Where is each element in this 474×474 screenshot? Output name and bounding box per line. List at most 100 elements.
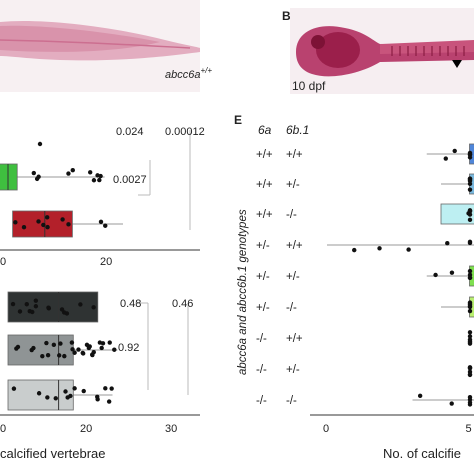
- data-point: [449, 401, 454, 406]
- tick-label: 20: [100, 256, 112, 268]
- panel-a-photo: abcc6a+/+: [0, 0, 212, 92]
- data-point: [31, 345, 36, 351]
- panel-b-letter: B: [282, 9, 291, 23]
- data-point: [467, 155, 473, 160]
- data-point: [15, 344, 21, 350]
- data-point: [467, 187, 473, 192]
- data-point: [87, 170, 93, 175]
- data-point: [467, 308, 473, 314]
- data-point: [106, 399, 112, 404]
- data-point: [80, 350, 85, 356]
- genotype-6a-label: +/-: [256, 302, 270, 314]
- data-point: [98, 219, 104, 225]
- genotype-6b1-label: -/-: [286, 209, 297, 221]
- data-point: [449, 270, 455, 275]
- data-point: [72, 386, 77, 391]
- data-point: [467, 150, 473, 156]
- panel-b-age-label: 10 dpf: [292, 79, 326, 93]
- data-point: [70, 168, 75, 173]
- box-0: [0, 163, 18, 191]
- left-top-plot: 0.024 0.00012 0.0027 0 20: [0, 126, 205, 268]
- data-point: [45, 215, 50, 220]
- genotype-6a-label: -/-: [256, 333, 267, 345]
- data-point: [37, 141, 43, 147]
- data-point: [17, 309, 23, 314]
- data-point: [30, 309, 35, 315]
- data-point: [45, 224, 50, 230]
- genotype-6b1-label: -/-: [286, 395, 297, 407]
- genotype-6b1-label: -/-: [286, 302, 297, 314]
- genotype-6b1-label: +/-: [286, 364, 300, 376]
- data-point: [91, 305, 96, 310]
- y-axis-label: abcc6a and abcc6b.1 genotypes: [237, 209, 249, 375]
- box-2: [7, 379, 74, 411]
- data-point: [467, 366, 473, 371]
- tick-label: 20: [80, 423, 92, 435]
- data-point: [33, 304, 39, 309]
- data-point: [41, 222, 46, 228]
- data-point: [467, 275, 473, 280]
- genotype-6a-label: -/-: [256, 364, 267, 376]
- data-point: [443, 156, 448, 161]
- x-axis-label: No. of calcifie: [383, 446, 461, 461]
- data-point: [51, 342, 57, 348]
- data-point: [467, 208, 473, 213]
- data-point: [36, 391, 42, 396]
- left-bottom-plot: 0.48 0.46 0.92 0 20 30 calcified vertebr…: [0, 291, 200, 461]
- data-point: [103, 386, 108, 391]
- data-point: [467, 239, 473, 245]
- data-point: [46, 305, 51, 310]
- data-point: [433, 272, 438, 278]
- data-point: [68, 393, 73, 399]
- box-0: [7, 291, 99, 323]
- data-point: [98, 173, 103, 179]
- data-point: [352, 247, 357, 253]
- panel-e: E 6a 6b.1 abcc6a and abcc6b.1 genotypes …: [234, 113, 474, 461]
- data-point: [97, 177, 102, 183]
- data-point: [467, 217, 473, 223]
- tick-label: 0: [0, 256, 6, 268]
- genotype-6a-label: +/-: [256, 240, 270, 252]
- data-point: [467, 268, 473, 274]
- data-point: [467, 400, 473, 405]
- data-point: [24, 302, 29, 307]
- data-point: [467, 212, 473, 217]
- data-point: [53, 396, 58, 401]
- data-point: [467, 181, 473, 187]
- data-point: [13, 220, 18, 225]
- data-point: [99, 345, 104, 351]
- data-point: [34, 176, 40, 182]
- data-point: [377, 246, 382, 251]
- genotype-6a-label: +/-: [256, 271, 270, 283]
- data-point: [45, 395, 50, 400]
- data-point: [417, 393, 423, 399]
- col-header-6a: 6a: [258, 123, 272, 137]
- data-point: [467, 337, 473, 342]
- data-point: [62, 353, 67, 359]
- tick-label: 30: [165, 423, 177, 435]
- data-point: [66, 222, 71, 227]
- data-point: [107, 340, 112, 345]
- data-point: [11, 386, 17, 391]
- genotype-6a-label: +/+: [256, 179, 273, 191]
- col-header-6b1: 6b.1: [286, 123, 309, 137]
- arrowhead-icon: [452, 60, 462, 68]
- pvalue-label: 0.92: [118, 342, 139, 354]
- data-point: [467, 176, 473, 181]
- pvalue-label: 0.0027: [113, 174, 147, 186]
- pvalue-label: 0.00012: [165, 126, 205, 138]
- data-point: [467, 394, 473, 400]
- data-point: [78, 302, 83, 307]
- data-point: [21, 225, 27, 230]
- data-point: [103, 223, 108, 228]
- pvalue-label: 0.46: [172, 298, 193, 310]
- data-point: [70, 347, 75, 352]
- pvalue-label: 0.48: [120, 298, 141, 310]
- panel-b-photo: B 10 dpf: [282, 8, 474, 94]
- data-point: [467, 330, 473, 335]
- tick-label: 5: [466, 423, 472, 435]
- genotype-6b1-label: +/+: [286, 149, 303, 161]
- box-2: [440, 203, 474, 225]
- data-point: [66, 171, 71, 176]
- genotype-6b1-label: +/+: [286, 240, 303, 252]
